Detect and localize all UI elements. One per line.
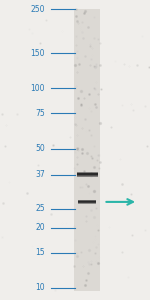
Bar: [76, 173, 98, 174]
Text: 20: 20: [35, 224, 45, 232]
Bar: [76, 175, 98, 176]
Text: 10: 10: [35, 284, 45, 292]
Text: 150: 150: [30, 49, 45, 58]
Bar: [78, 200, 96, 201]
Text: 15: 15: [35, 248, 45, 257]
Bar: [76, 176, 98, 177]
Bar: [78, 201, 96, 202]
Bar: [74, 9, 100, 291]
Text: 250: 250: [30, 4, 45, 14]
Bar: [76, 174, 98, 175]
Text: 100: 100: [30, 84, 45, 93]
Text: 50: 50: [35, 144, 45, 153]
Text: 75: 75: [35, 109, 45, 118]
Text: 37: 37: [35, 170, 45, 179]
Bar: [78, 203, 96, 204]
Bar: [78, 202, 96, 203]
Text: 25: 25: [35, 204, 45, 213]
Bar: [76, 172, 98, 173]
